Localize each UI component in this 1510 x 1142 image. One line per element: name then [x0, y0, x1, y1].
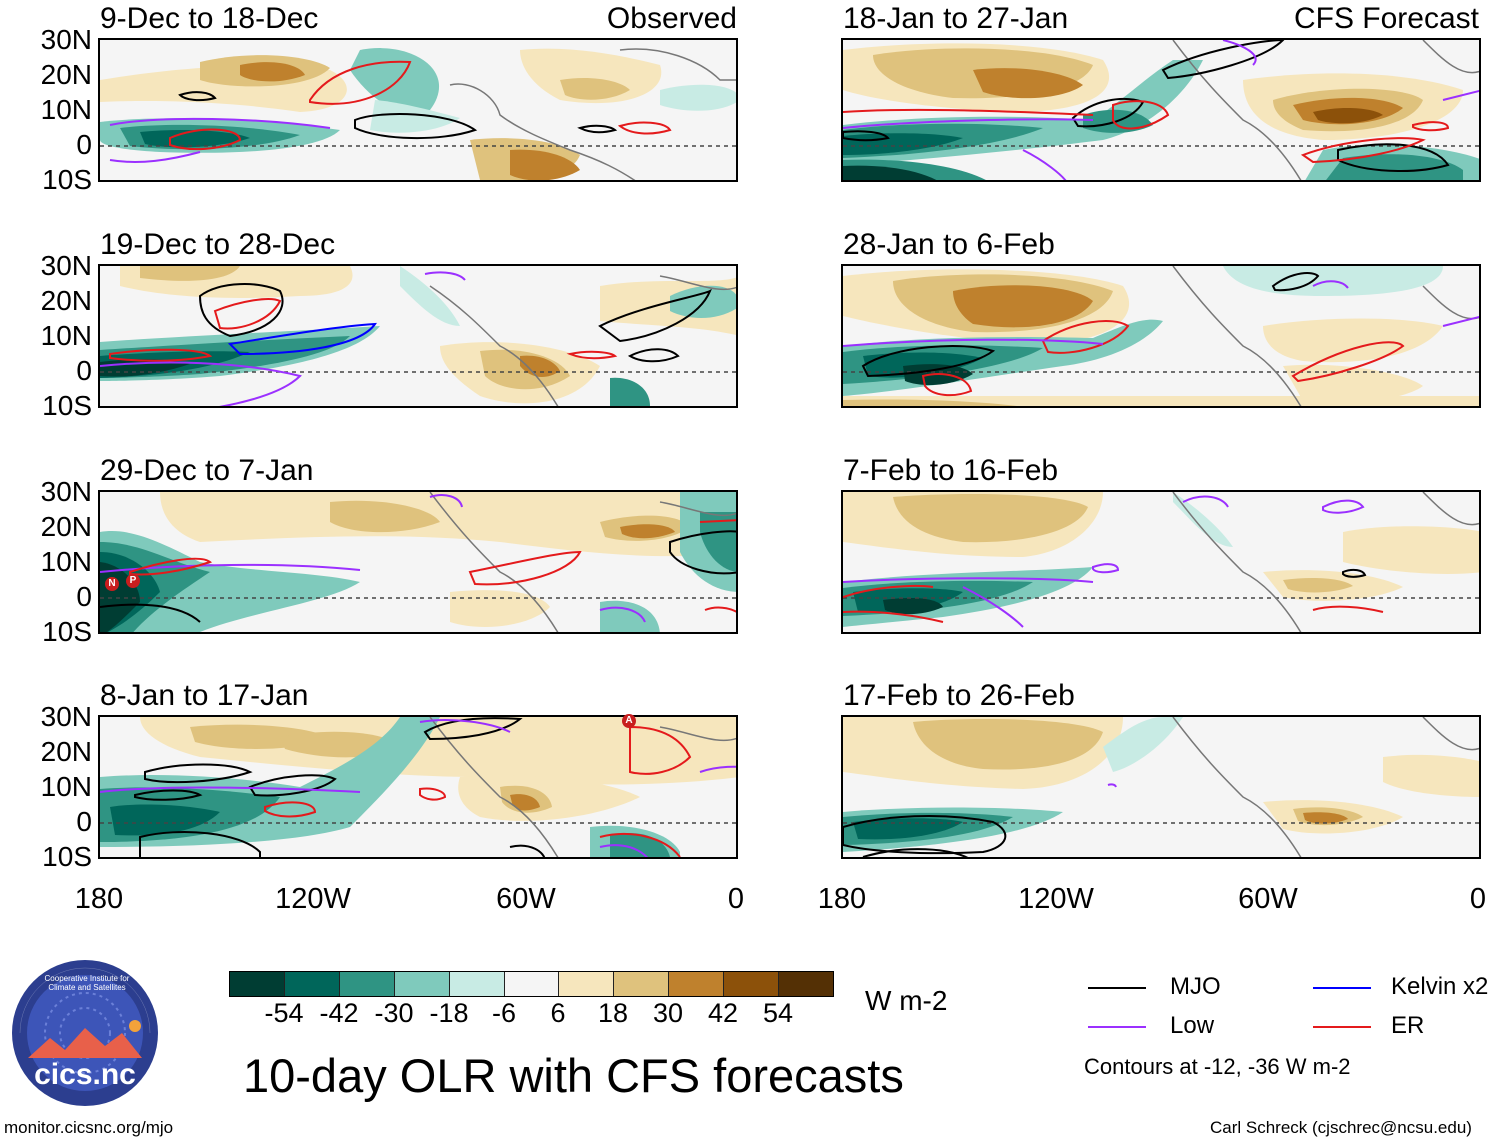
lat-label-eq: 0 — [76, 806, 92, 837]
lon-label-120w: 120W — [275, 883, 351, 915]
colorbar-cell — [340, 972, 395, 996]
colorbar-cell — [285, 972, 340, 996]
panel-title: 9-Dec to 18-Dec — [100, 2, 319, 35]
olr-map — [98, 490, 738, 634]
olr-map-graphic — [100, 492, 736, 632]
olr-map — [98, 264, 738, 408]
lat-label-10n: 10N — [40, 94, 92, 125]
lat-label-30n: 30N — [40, 476, 92, 507]
colorbar-cell — [230, 972, 285, 996]
legend-label-er: ER — [1391, 1012, 1425, 1039]
lat-label-eq: 0 — [76, 129, 92, 160]
olr-map-graphic — [100, 266, 736, 406]
colorbar-cell — [614, 972, 669, 996]
colorbar-cell — [395, 972, 450, 996]
lat-label-10s: 10S — [42, 390, 92, 421]
colorbar-tick: -6 — [491, 998, 517, 1028]
lat-label-30n: 30N — [40, 250, 92, 281]
lat-label-20n: 20N — [40, 285, 92, 316]
olr-map — [841, 264, 1481, 408]
legend-line-kelvin — [1313, 987, 1371, 989]
legend-label-mjo: MJO — [1170, 973, 1221, 1000]
legend-note: Contours at -12, -36 W m-2 — [1084, 1054, 1351, 1079]
colorbar-tick: 42 — [707, 998, 739, 1028]
lat-label-20n: 20N — [40, 59, 92, 90]
panel-title: 17-Feb to 26-Feb — [843, 679, 1075, 712]
olr-map-graphic — [843, 266, 1479, 406]
lon-label-120w: 120W — [1018, 883, 1094, 915]
cicsnc-logo-icon: Cooperative Institute for Climate and Sa… — [10, 958, 160, 1108]
lat-label-20n: 20N — [40, 736, 92, 767]
olr-map-graphic — [843, 717, 1479, 857]
olr-map — [98, 715, 738, 859]
olr-map-graphic — [843, 40, 1479, 180]
main-title: 10-day OLR with CFS forecasts — [243, 1049, 904, 1102]
colorbar-tick: 6 — [550, 998, 566, 1028]
lat-label-10n: 10N — [40, 546, 92, 577]
lat-label-30n: 30N — [40, 24, 92, 55]
lat-label-10n: 10N — [40, 771, 92, 802]
storm-marker-a: A — [622, 714, 636, 728]
footer-url: monitor.cicsnc.org/mjo — [4, 1118, 174, 1137]
colorbar-tick: 54 — [762, 998, 794, 1028]
panel-title: 7-Feb to 16-Feb — [843, 454, 1059, 487]
olr-map — [98, 38, 738, 182]
legend-label-kelvin: Kelvin x2 — [1391, 973, 1489, 1000]
lon-label-60w: 60W — [496, 883, 556, 915]
storm-marker-p: P — [126, 574, 140, 588]
colorbar-tick: -42 — [319, 998, 359, 1028]
lat-label-20n: 20N — [40, 511, 92, 542]
colorbar-tick: 30 — [652, 998, 684, 1028]
lon-label-0: 0 — [1469, 883, 1487, 915]
lat-label-30n: 30N — [40, 701, 92, 732]
lat-label-10s: 10S — [42, 164, 92, 195]
panel-title: 28-Jan to 6-Feb — [843, 228, 1055, 261]
storm-marker-n: N — [105, 577, 119, 591]
colorbar-cell — [450, 972, 505, 996]
olr-map-graphic — [843, 492, 1479, 632]
colorbar-unit: W m-2 — [865, 985, 948, 1016]
colorbar-cell — [559, 972, 614, 996]
legend-line-low — [1088, 1026, 1146, 1028]
lat-label-10n: 10N — [40, 320, 92, 351]
forecast-tag: CFS Forecast — [1293, 2, 1479, 35]
legend-line-er — [1313, 1026, 1371, 1028]
lon-label-180: 180 — [817, 883, 867, 915]
colorbar-tick: 18 — [597, 998, 629, 1028]
lat-label-10s: 10S — [42, 616, 92, 647]
lon-label-60w: 60W — [1238, 883, 1298, 915]
colorbar-tick: -30 — [374, 998, 414, 1028]
colorbar-tick: -54 — [264, 998, 304, 1028]
colorbar-cell — [779, 972, 833, 996]
olr-map-graphic — [100, 717, 736, 857]
footer-credit: Carl Schreck (cjschrec@ncsu.edu) — [1210, 1118, 1472, 1137]
colorbar-cell — [724, 972, 779, 996]
lat-label-eq: 0 — [76, 581, 92, 612]
panel-title: 19-Dec to 28-Dec — [100, 228, 336, 261]
olr-map — [841, 38, 1481, 182]
panel-title: 8-Jan to 17-Jan — [100, 679, 309, 712]
olr-map — [841, 715, 1481, 859]
olr-map — [841, 490, 1481, 634]
olr-map-graphic — [100, 48, 736, 180]
panel-title: 18-Jan to 27-Jan — [843, 2, 1069, 35]
logo-ring-text: Cooperative Institute for Climate and Sa… — [44, 974, 130, 992]
lon-label-0: 0 — [727, 883, 745, 915]
logo-text: cics.nc — [34, 1058, 136, 1091]
lon-label-180: 180 — [74, 883, 124, 915]
legend-line-mjo — [1088, 987, 1146, 989]
colorbar-tick: -18 — [429, 998, 469, 1028]
legend-label-low: Low — [1170, 1012, 1215, 1039]
lat-label-eq: 0 — [76, 355, 92, 386]
colorbar-cell — [669, 972, 724, 996]
observed-tag: Observed — [606, 2, 737, 35]
colorbar — [229, 971, 834, 997]
panel-title: 29-Dec to 7-Jan — [100, 454, 314, 487]
lat-label-10s: 10S — [42, 841, 92, 872]
colorbar-cell — [505, 972, 559, 996]
